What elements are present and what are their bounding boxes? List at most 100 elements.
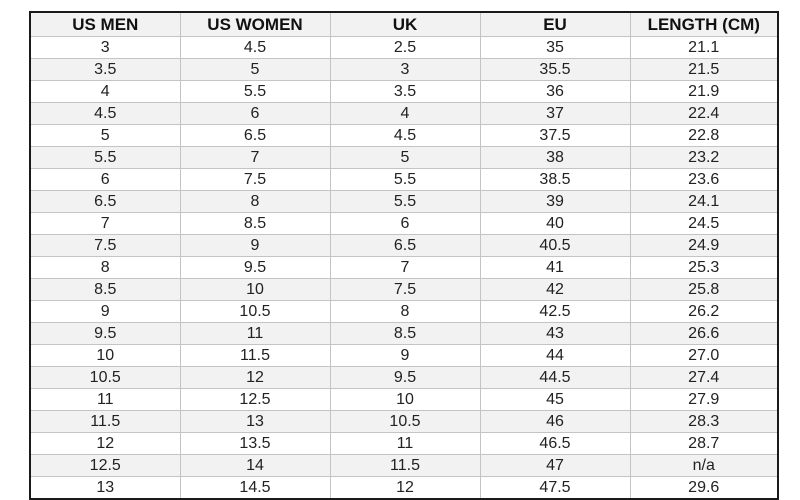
size-chart-table: US MEN US WOMEN UK EU LENGTH (CM) 3 4.5 2.… xyxy=(29,11,779,500)
table-row: 9 10.5 8 42.5 26.2 xyxy=(29,300,779,323)
cell-us-women: 6.5 xyxy=(179,124,331,147)
table-row: 11 12.5 10 45 27.9 xyxy=(29,388,779,411)
cell-us-women: 10 xyxy=(179,278,331,301)
cell-eu: 38.5 xyxy=(479,168,631,191)
cell-us-women: 9.5 xyxy=(179,256,331,279)
table-row: 11.5 13 10.5 46 28.3 xyxy=(29,410,779,433)
cell-length-cm: 21.5 xyxy=(629,58,779,81)
col-header-eu: EU xyxy=(479,11,631,37)
cell-eu: 35.5 xyxy=(479,58,631,81)
cell-uk: 9.5 xyxy=(329,366,481,389)
cell-length-cm: 24.1 xyxy=(629,190,779,213)
table-row: 3 4.5 2.5 35 21.1 xyxy=(29,36,779,59)
cell-eu: 42.5 xyxy=(479,300,631,323)
table-row: 8 9.5 7 41 25.3 xyxy=(29,256,779,279)
cell-eu: 36 xyxy=(479,80,631,103)
table-row: 10 11.5 9 44 27.0 xyxy=(29,344,779,367)
cell-us-men: 4.5 xyxy=(29,102,181,125)
cell-uk: 8 xyxy=(329,300,481,323)
cell-eu: 46.5 xyxy=(479,432,631,455)
cell-us-men: 7.5 xyxy=(29,234,181,257)
table-row: 4.5 6 4 37 22.4 xyxy=(29,102,779,125)
size-rows: 3 4.5 2.5 35 21.1 3.5 5 3 35.5 21.5 4 5.5 3.5 36 21.9 4… xyxy=(29,36,779,500)
cell-us-men: 10 xyxy=(29,344,181,367)
col-header-length-cm: LENGTH (CM) xyxy=(629,11,779,37)
cell-uk: 10.5 xyxy=(329,410,481,433)
cell-length-cm: 27.4 xyxy=(629,366,779,389)
cell-length-cm: n/a xyxy=(629,454,779,477)
cell-us-men: 11.5 xyxy=(29,410,181,433)
cell-us-men: 6.5 xyxy=(29,190,181,213)
cell-eu: 44 xyxy=(479,344,631,367)
table-row: 6 7.5 5.5 38.5 23.6 xyxy=(29,168,779,191)
cell-eu: 45 xyxy=(479,388,631,411)
cell-us-men: 9 xyxy=(29,300,181,323)
cell-eu: 43 xyxy=(479,322,631,345)
col-header-uk: UK xyxy=(329,11,481,37)
cell-us-men: 5 xyxy=(29,124,181,147)
cell-us-men: 9.5 xyxy=(29,322,181,345)
cell-us-men: 3.5 xyxy=(29,58,181,81)
cell-uk: 7.5 xyxy=(329,278,481,301)
cell-us-women: 11.5 xyxy=(179,344,331,367)
cell-uk: 10 xyxy=(329,388,481,411)
table-row: 3.5 5 3 35.5 21.5 xyxy=(29,58,779,81)
cell-us-women: 7.5 xyxy=(179,168,331,191)
cell-us-men: 12 xyxy=(29,432,181,455)
cell-length-cm: 22.8 xyxy=(629,124,779,147)
cell-eu: 40 xyxy=(479,212,631,235)
cell-us-women: 13.5 xyxy=(179,432,331,455)
cell-uk: 4 xyxy=(329,102,481,125)
cell-us-men: 8 xyxy=(29,256,181,279)
cell-length-cm: 28.3 xyxy=(629,410,779,433)
cell-length-cm: 24.5 xyxy=(629,212,779,235)
cell-us-women: 10.5 xyxy=(179,300,331,323)
cell-length-cm: 21.1 xyxy=(629,36,779,59)
cell-length-cm: 28.7 xyxy=(629,432,779,455)
cell-us-men: 5.5 xyxy=(29,146,181,169)
cell-us-women: 9 xyxy=(179,234,331,257)
cell-uk: 2.5 xyxy=(329,36,481,59)
cell-us-men: 3 xyxy=(29,36,181,59)
table-row: 8.5 10 7.5 42 25.8 xyxy=(29,278,779,301)
cell-eu: 47.5 xyxy=(479,476,631,500)
cell-us-women: 12.5 xyxy=(179,388,331,411)
table-row: 12.5 14 11.5 47 n/a xyxy=(29,454,779,477)
cell-us-women: 8 xyxy=(179,190,331,213)
cell-us-women: 4.5 xyxy=(179,36,331,59)
cell-uk: 5 xyxy=(329,146,481,169)
cell-eu: 37.5 xyxy=(479,124,631,147)
table-row: 12 13.5 11 46.5 28.7 xyxy=(29,432,779,455)
cell-us-men: 10.5 xyxy=(29,366,181,389)
table-row: 4 5.5 3.5 36 21.9 xyxy=(29,80,779,103)
cell-eu: 47 xyxy=(479,454,631,477)
cell-us-men: 11 xyxy=(29,388,181,411)
cell-length-cm: 26.6 xyxy=(629,322,779,345)
cell-eu: 37 xyxy=(479,102,631,125)
cell-uk: 7 xyxy=(329,256,481,279)
cell-uk: 11 xyxy=(329,432,481,455)
cell-length-cm: 22.4 xyxy=(629,102,779,125)
col-header-us-men: US MEN xyxy=(29,11,181,37)
cell-eu: 44.5 xyxy=(479,366,631,389)
cell-us-women: 5.5 xyxy=(179,80,331,103)
cell-uk: 3.5 xyxy=(329,80,481,103)
cell-us-women: 5 xyxy=(179,58,331,81)
cell-eu: 46 xyxy=(479,410,631,433)
table-row: 5.5 7 5 38 23.2 xyxy=(29,146,779,169)
cell-length-cm: 25.8 xyxy=(629,278,779,301)
cell-length-cm: 25.3 xyxy=(629,256,779,279)
table-row: 5 6.5 4.5 37.5 22.8 xyxy=(29,124,779,147)
cell-length-cm: 23.2 xyxy=(629,146,779,169)
cell-uk: 12 xyxy=(329,476,481,500)
cell-us-women: 6 xyxy=(179,102,331,125)
cell-us-women: 7 xyxy=(179,146,331,169)
cell-us-men: 13 xyxy=(29,476,181,500)
cell-eu: 39 xyxy=(479,190,631,213)
cell-us-women: 8.5 xyxy=(179,212,331,235)
cell-length-cm: 27.9 xyxy=(629,388,779,411)
cell-us-men: 8.5 xyxy=(29,278,181,301)
header-row: US MEN US WOMEN UK EU LENGTH (CM) xyxy=(29,11,779,37)
cell-us-men: 12.5 xyxy=(29,454,181,477)
cell-uk: 5.5 xyxy=(329,168,481,191)
